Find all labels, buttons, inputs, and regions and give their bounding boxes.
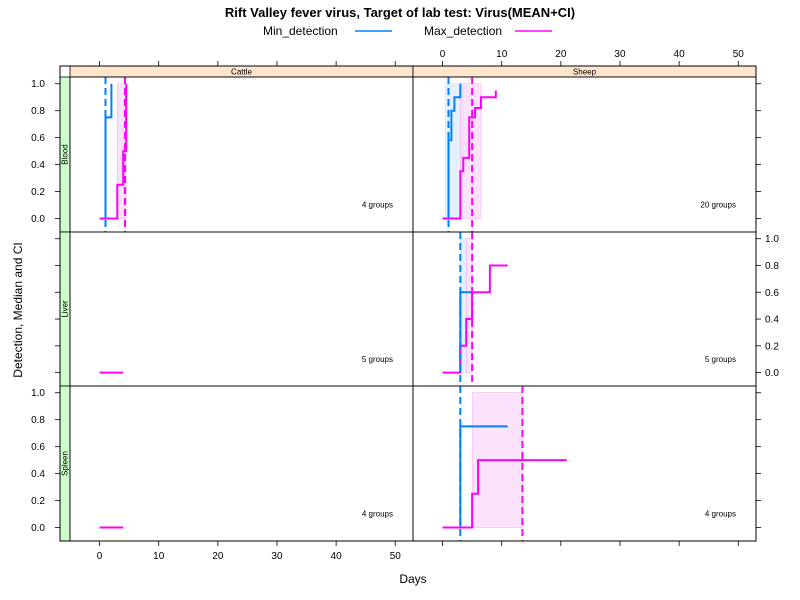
x-axis-label: Days [399,572,426,586]
y-tick-label: 0.8 [31,415,45,426]
y-tick-label: 0.0 [765,368,779,379]
y-tick-label: 0.6 [31,133,45,144]
group-count: 4 groups [362,510,393,519]
chart-title: Rift Valley fever virus, Target of lab t… [225,5,575,20]
x-tick-label: 20 [212,551,224,562]
x-tick-label: 50 [733,49,745,60]
x-tick-label: 0 [440,49,446,60]
group-count: 20 groups [700,201,736,210]
legend-label-max: Max_detection [424,24,502,38]
strip-label-spleen: Spleen [61,451,70,476]
x-tick-label: 20 [555,49,567,60]
y-tick-label: 0.4 [31,160,45,171]
x-tick-label: 30 [271,551,283,562]
x-tick-label: 10 [496,49,508,60]
min-detection-line [459,425,508,528]
max-detection-line [442,90,497,220]
y-tick-label: 0.0 [31,214,45,225]
y-tick-label: 1.0 [31,388,45,399]
axes: 0 0 10 10 20 20 30 30 40 40 50 50 0.0 0.2 0.4 0.6 0.8 1.0… [31,49,779,562]
y-tick-label: 0.0 [31,523,45,534]
x-tick-label: 10 [153,551,165,562]
max-detection-line [442,264,508,374]
x-tick-label: 30 [614,49,626,60]
panel-cattle-liver: 5 groups [69,231,414,387]
x-tick-label: 40 [331,551,343,562]
max-detection-line [99,83,128,220]
y-tick-label: 0.2 [31,496,45,507]
panel-cattle-spleen: 4 groups [69,385,414,542]
legend: Min_detection Max_detection [263,24,552,38]
legend-label-min: Min_detection [263,24,338,38]
y-axis-label: Detection, Median and CI [11,242,25,377]
group-count: 4 groups [705,510,736,519]
y-tick-label: 1.0 [31,79,45,90]
y-tick-label: 1.0 [765,234,779,245]
y-tick-label: 0.6 [31,442,45,453]
strip-label-liver: Liver [61,300,70,318]
max-detection-line [442,459,567,529]
y-tick-label: 0.6 [765,288,779,299]
y-tick-label: 0.4 [765,315,779,326]
panel-sheep-liver: 5 groups [412,231,757,387]
outer-frame [59,65,757,542]
x-tick-label: 50 [390,551,402,562]
strip-label-sheep: Sheep [573,68,597,77]
y-tick-label: 0.2 [31,187,45,198]
y-tick-label: 0.4 [31,469,45,480]
strip-label-blood: Blood [61,144,70,164]
y-tick-label: 0.2 [765,341,779,352]
panel-sheep-blood: 20 groups [412,76,757,233]
group-count: 5 groups [362,355,393,364]
strip-label-cattle: Cattle [231,68,252,77]
panel-sheep-spleen: 4 groups [412,385,757,542]
y-tick-label: 0.8 [31,106,45,117]
x-tick-label: 40 [674,49,686,60]
group-count: 5 groups [705,355,736,364]
y-tick-label: 0.8 [765,261,779,272]
x-tick-label: 0 [97,551,103,562]
max-ci-band [460,83,482,219]
panels: Cattle Sheep Blood Liver Spleen 4 groups 20 gr… [59,65,757,542]
group-count: 4 groups [362,201,393,210]
panel-cattle-blood: 4 groups [69,76,414,233]
